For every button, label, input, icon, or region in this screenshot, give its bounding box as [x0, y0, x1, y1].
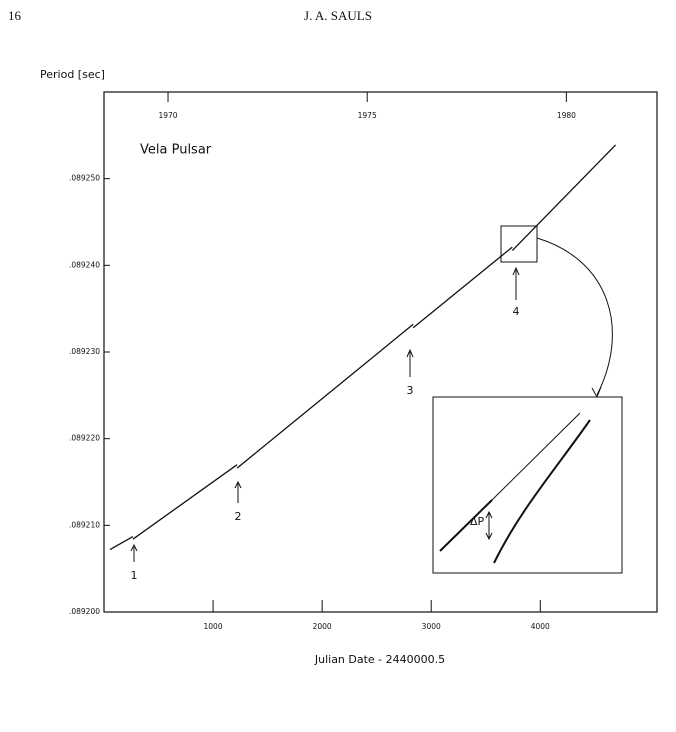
y-tick-label: .089220	[69, 434, 100, 443]
glitch-label: 4	[513, 305, 520, 318]
glitch-label: 1	[131, 569, 138, 582]
glitch-arrows	[130, 266, 520, 562]
glitch-label: 3	[407, 384, 414, 397]
zoom-box	[500, 225, 538, 263]
x-tick-label: 2000	[313, 622, 332, 631]
x2-tick-label: 1970	[158, 111, 177, 120]
x-tick-label: 4000	[531, 622, 550, 631]
y-tick-label: .089250	[69, 174, 100, 183]
inset-curves	[439, 412, 591, 564]
inset-label: ΔP	[470, 515, 485, 528]
y-tick-label: .089230	[69, 347, 100, 356]
y-tick-label: .089200	[69, 607, 100, 616]
page-number: 16	[8, 8, 21, 23]
chart-title: Vela Pulsar	[140, 143, 212, 158]
y-axis-label: Period [sec]	[40, 68, 105, 81]
x-axis-label: Julian Date - 2440000.5	[314, 653, 445, 666]
y-tick-label: .089210	[69, 520, 100, 529]
running-head: J. A. SAULS	[304, 8, 372, 23]
x-tick-label: 1000	[204, 622, 223, 631]
x-tick-label: 3000	[422, 622, 441, 631]
x2-tick-label: 1980	[557, 111, 576, 120]
zoom-arrow	[536, 237, 613, 396]
inset-frame	[432, 396, 623, 574]
glitch-label: 2	[235, 510, 242, 523]
y-tick-label: .089240	[69, 260, 100, 269]
x2-tick-label: 1975	[358, 111, 377, 120]
data-line	[109, 144, 617, 551]
